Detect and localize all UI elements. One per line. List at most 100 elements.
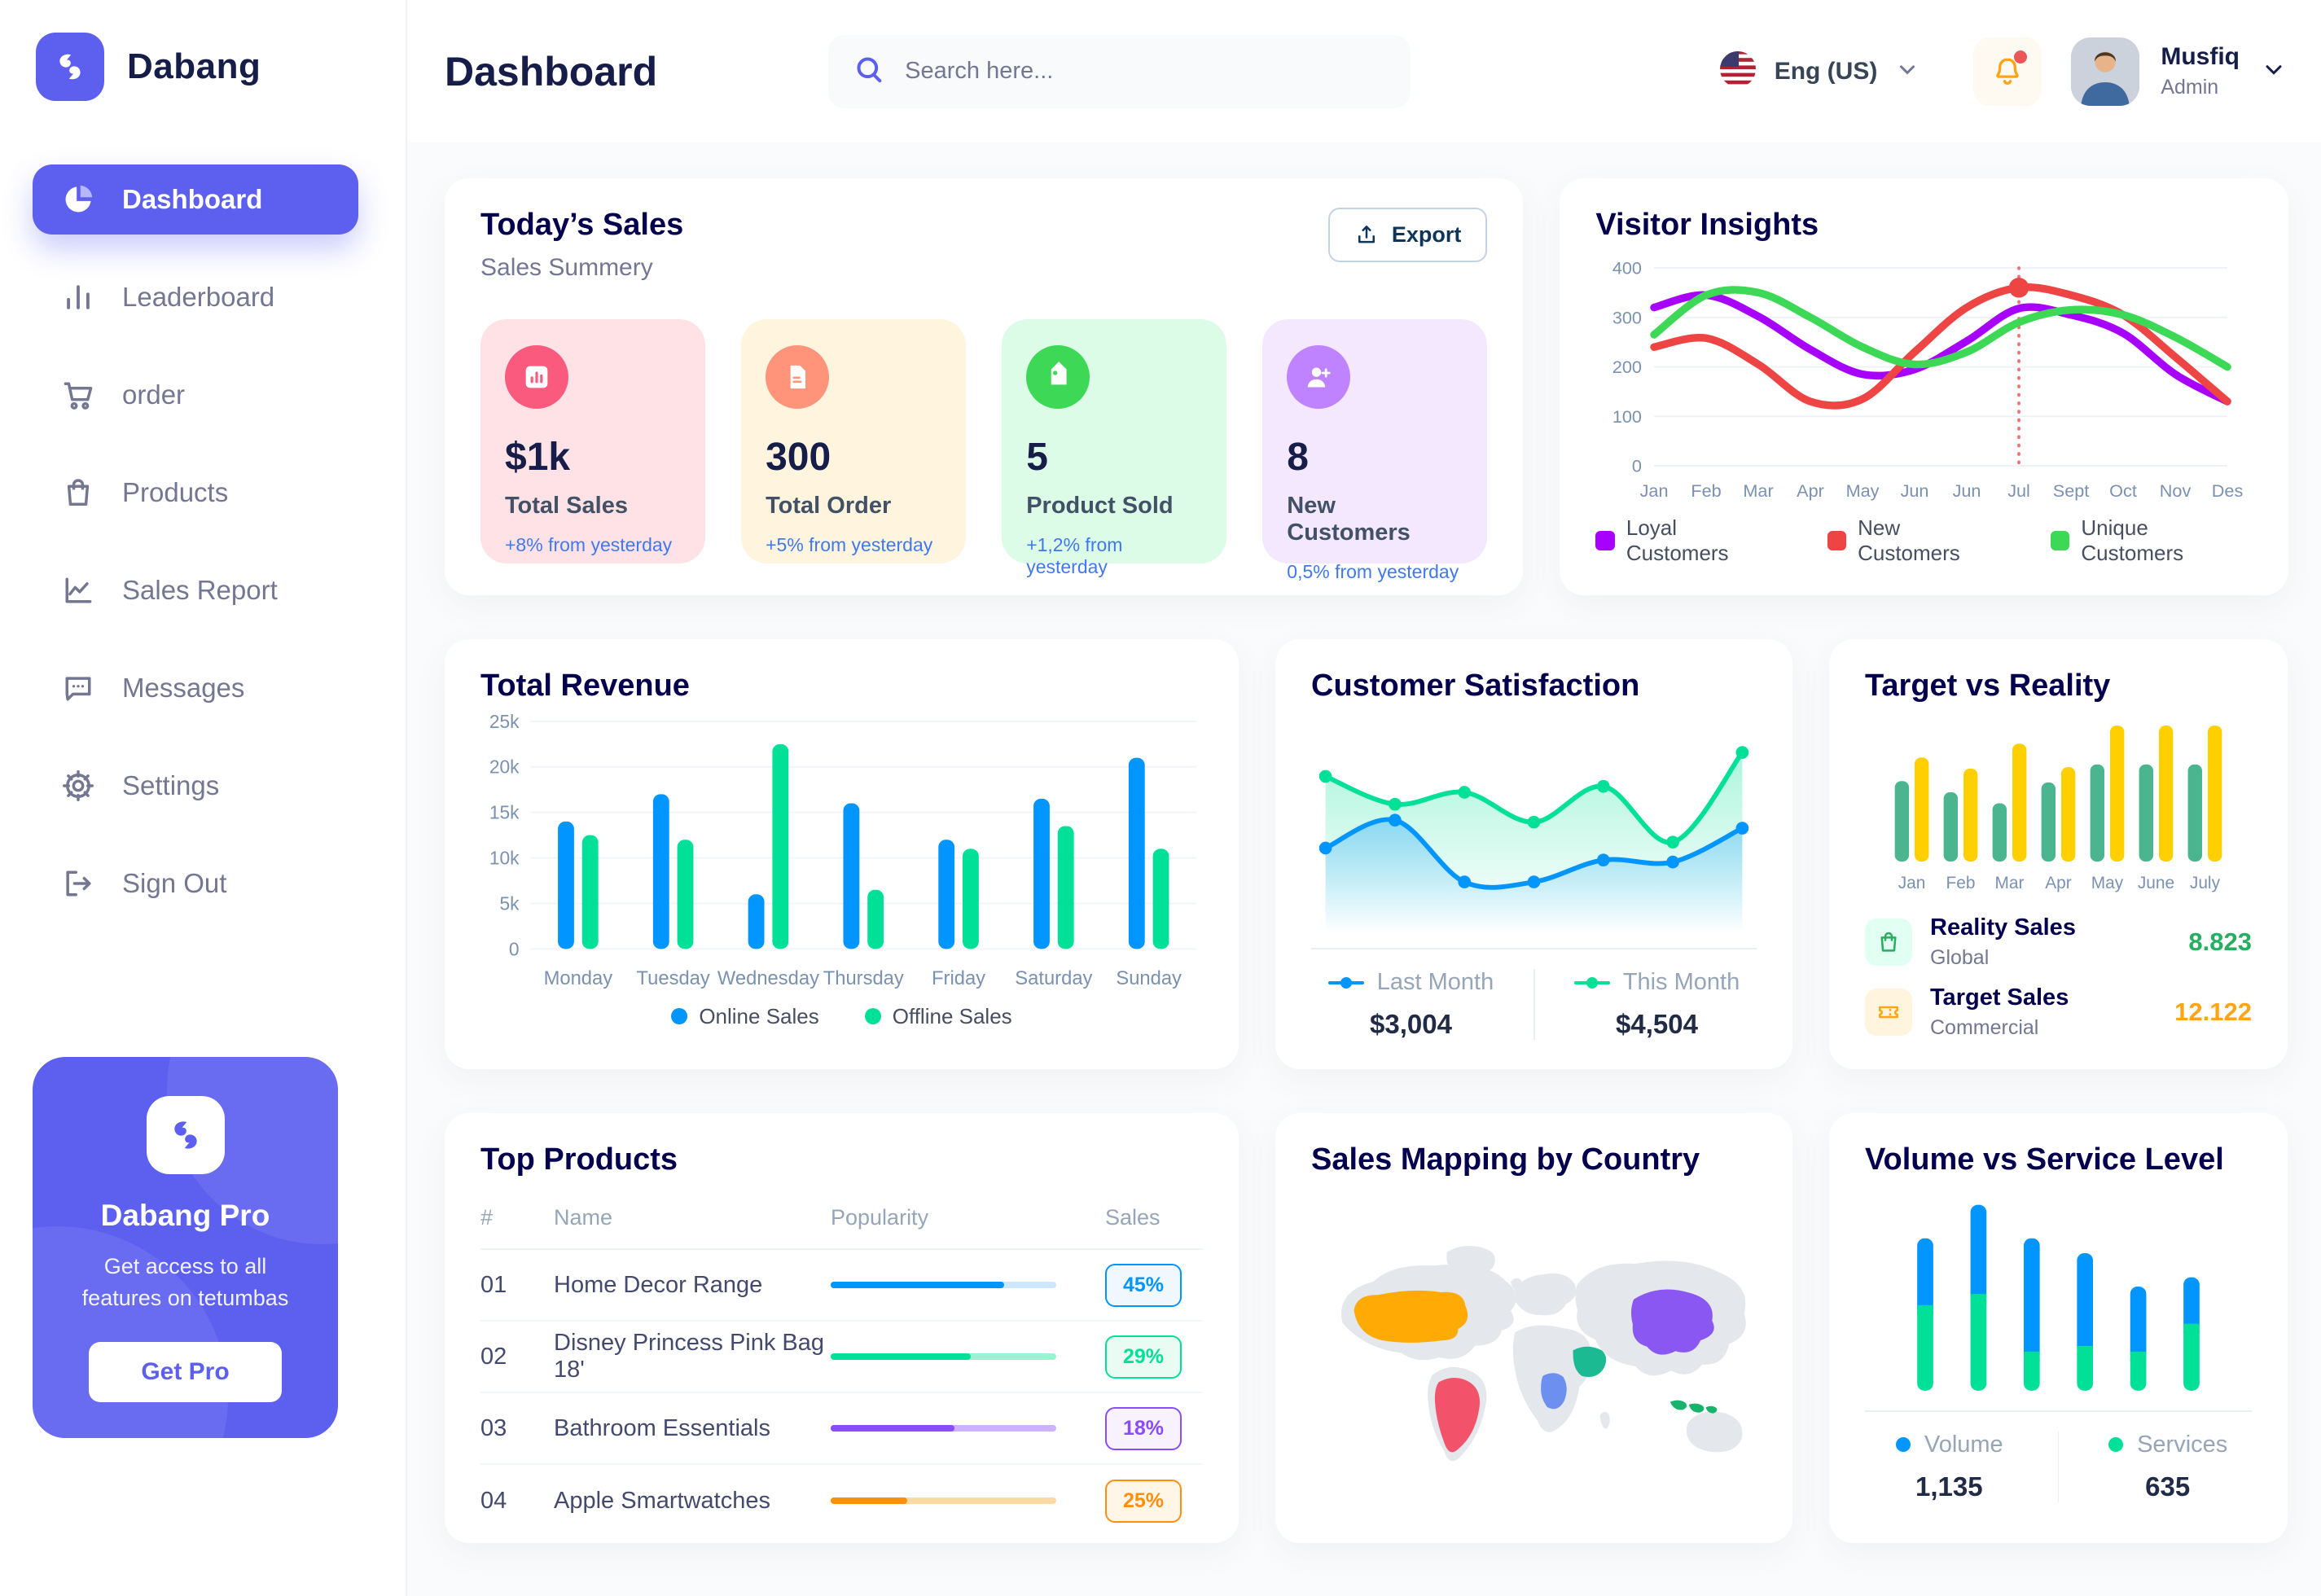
- product-popularity: [831, 1497, 1105, 1504]
- sidebar-item-dashboard[interactable]: Dashboard: [33, 164, 358, 235]
- legend-value: 635: [2145, 1471, 2191, 1502]
- sidebar-item-label: Dashboard: [122, 184, 263, 214]
- country-brazil: [1434, 1378, 1481, 1453]
- notifications-button[interactable]: [1973, 37, 2042, 106]
- sidebar-item-products[interactable]: Products: [33, 458, 373, 528]
- sidebar-nav: Dashboard Leaderboard order Products Sales R…: [33, 164, 373, 919]
- popularity-fill: [831, 1497, 908, 1504]
- legend-item: Offline Sales: [864, 1004, 1012, 1029]
- visitor-insights-chart: 0 100 200 300 400 Jan Feb Mar Apr May Jun Jun Jul Sep…: [1612, 258, 2244, 501]
- total-revenue-legend: Online Sales Offline Sales: [480, 1004, 1203, 1029]
- legend-sublabel: Commercial: [1930, 1016, 2039, 1039]
- stat-delta: +5% from yesterday: [766, 534, 933, 555]
- sidebar-item-messages[interactable]: Messages: [33, 653, 373, 723]
- svg-text:0: 0: [1632, 456, 1642, 476]
- sales-map-title: Sales Mapping by Country: [1311, 1142, 1700, 1177]
- pro-upgrade-card: Dabang Pro Get access to all features on…: [33, 1057, 338, 1439]
- legend-value: 12.122: [2174, 998, 2252, 1026]
- us-flag-icon: [1719, 50, 1757, 92]
- todays-sales-card: Today’s Sales Sales Summery Export $1k To…: [445, 178, 1524, 595]
- product-rank: 04: [480, 1487, 507, 1514]
- profile-menu[interactable]: Musfiq Admin: [2071, 37, 2287, 106]
- sidebar-item-label: Settings: [122, 770, 220, 800]
- legend-value: 1,135: [1915, 1471, 1983, 1502]
- sidebar-item-sign-out[interactable]: Sign Out: [33, 848, 373, 919]
- target-vs-reality-chart: Jan Feb Mar Apr May June July: [1894, 726, 2222, 892]
- page-title: Dashboard: [445, 48, 658, 94]
- svg-text:Jun: Jun: [1953, 480, 1981, 501]
- popularity-track: [831, 1497, 1056, 1504]
- stat-card-total-sales: $1k Total Sales +8% from yesterday: [480, 319, 706, 563]
- stat-value: 8: [1287, 436, 1309, 479]
- product-rank: 02: [480, 1343, 507, 1370]
- country-usa: [1354, 1290, 1468, 1343]
- product-popularity: [831, 1353, 1105, 1360]
- sidebar-item-settings[interactable]: Settings: [33, 751, 373, 821]
- bag-icon: [1865, 919, 1912, 966]
- divider: [1865, 1410, 2252, 1412]
- table-row: 04 Apple Smartwatches 25%: [480, 1465, 1203, 1537]
- country-indonesia: [1669, 1400, 1687, 1410]
- language-label: Eng (US): [1774, 57, 1878, 85]
- search-icon: [853, 53, 885, 90]
- export-icon: [1358, 225, 1375, 243]
- search-input[interactable]: [905, 58, 1387, 85]
- export-button[interactable]: Export: [1327, 208, 1488, 262]
- svg-text:400: 400: [1612, 258, 1642, 278]
- table-row: 03 Bathroom Essentials 18%: [480, 1393, 1203, 1465]
- search-box: [828, 34, 1411, 108]
- user-name: Musfiq: [2161, 43, 2240, 70]
- customer-satisfaction-chart: [1318, 746, 1749, 940]
- legend-item: Last Month $3,004: [1314, 969, 1509, 1040]
- sidebar-item-order[interactable]: order: [33, 360, 373, 430]
- product-name: Bathroom Essentials: [554, 1414, 770, 1441]
- svg-text:Jun: Jun: [1901, 480, 1929, 501]
- target-vs-reality-legend: Reality Sales Global 8.823 Target Sales Comm…: [1865, 914, 2252, 1040]
- legend-label: Services: [2137, 1431, 2228, 1458]
- svg-text:Nov: Nov: [2160, 480, 2192, 501]
- country-saudi: [1573, 1346, 1607, 1377]
- volume-service-title: Volume vs Service Level: [1865, 1142, 2224, 1177]
- sidebar-item-sales-report[interactable]: Sales Report: [33, 555, 373, 625]
- legend-label: Reality Sales: [1930, 914, 2076, 940]
- stat-delta: +1,2% from yesterday: [1026, 534, 1123, 577]
- stat-label: Product Sold: [1026, 493, 1174, 519]
- legend-divider: [2057, 1431, 2060, 1502]
- top-products-title: Top Products: [480, 1142, 678, 1177]
- svg-text:200: 200: [1612, 357, 1642, 377]
- todays-sales-subtitle: Sales Summery: [480, 254, 653, 281]
- svg-text:Wednesday: Wednesday: [717, 967, 819, 989]
- sidebar-item-label: Products: [122, 477, 229, 507]
- stat-label: Total Order: [766, 493, 892, 519]
- brand-name: Dabang: [127, 46, 261, 86]
- svg-text:Friday: Friday: [932, 967, 985, 989]
- country-indonesia: [1688, 1403, 1705, 1413]
- chevron-down-icon: [1895, 57, 1920, 86]
- tag-icon: [1026, 345, 1090, 409]
- stat-label: New Customers: [1287, 493, 1411, 546]
- product-name: Home Decor Range: [554, 1271, 763, 1298]
- product-name: Apple Smartwatches: [554, 1487, 770, 1514]
- language-selector[interactable]: Eng (US): [1719, 50, 1920, 92]
- pro-title: Dabang Pro: [100, 1199, 270, 1232]
- column-header: Name: [554, 1205, 613, 1230]
- customer-satisfaction-title: Customer Satisfaction: [1311, 669, 1640, 703]
- ticket-icon: [1865, 989, 1912, 1036]
- svg-text:Mar: Mar: [1744, 480, 1774, 501]
- legend-label: New Customers: [1858, 515, 1960, 565]
- legend-label: Loyal Customers: [1626, 515, 1729, 565]
- get-pro-button[interactable]: Get Pro: [89, 1342, 282, 1403]
- svg-text:Jan: Jan: [1898, 874, 1926, 892]
- popularity-track: [831, 1425, 1056, 1432]
- settings-icon: [60, 768, 96, 804]
- legend-value: $3,004: [1370, 1009, 1452, 1039]
- order-icon: [60, 377, 96, 413]
- svg-text:15k: 15k: [489, 802, 520, 823]
- country-congo: [1541, 1373, 1567, 1410]
- messages-icon: [60, 670, 96, 706]
- sidebar-item-leaderboard[interactable]: Leaderboard: [33, 262, 373, 332]
- legend-item: New Customers: [1827, 515, 2005, 566]
- table-row: 02 Disney Princess Pink Bag 18' 29%: [480, 1322, 1203, 1393]
- legend-label: Last Month: [1376, 969, 1494, 995]
